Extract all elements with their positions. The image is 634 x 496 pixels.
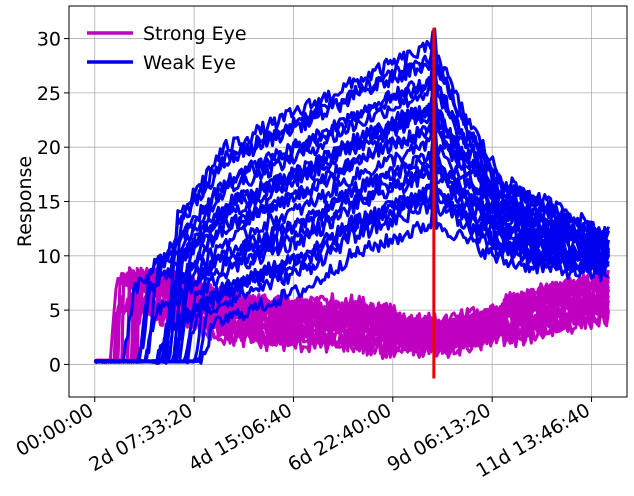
- weak-eye-line: [94, 134, 610, 364]
- y-tick-label: 5: [49, 300, 61, 322]
- x-tick-label: 4d 15:06:40: [185, 399, 296, 476]
- weak-eye-line: [93, 27, 610, 364]
- legend-label: Weak Eye: [143, 52, 236, 74]
- weak-eye-line: [94, 91, 610, 364]
- y-tick-label: 0: [49, 354, 61, 376]
- legend: Strong Eye Weak Eye: [87, 23, 247, 74]
- y-tick-label: 20: [37, 137, 61, 159]
- legend-label: Strong Eye: [143, 23, 247, 45]
- weak-eye-line: [94, 176, 610, 364]
- y-tick-label: 10: [37, 246, 61, 268]
- y-tick-label: 25: [37, 83, 61, 105]
- y-axis-label: Response: [14, 156, 36, 247]
- x-tick-label: 6d 22:40:00: [284, 399, 395, 476]
- x-tick-label: 00:00:00: [12, 399, 97, 461]
- y-tick-label: 30: [37, 29, 61, 51]
- weak-eye-line: [94, 58, 610, 364]
- y-tick-label: 15: [37, 192, 61, 214]
- x-tick-label: 2d 07:33:20: [86, 399, 197, 476]
- series-lines: [93, 27, 610, 379]
- weak-eye-line: [94, 99, 610, 364]
